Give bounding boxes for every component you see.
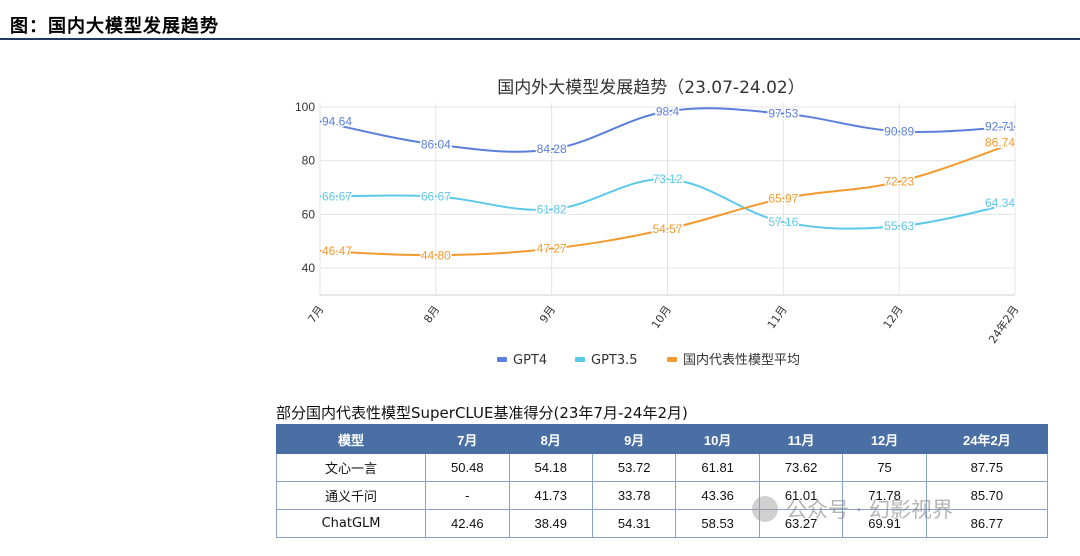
score-cell: 38.49 <box>508 509 593 538</box>
table-row: ChatGLM 42.46 38.49 54.31 58.53 63.27 69.91 86.… <box>275 509 1049 538</box>
score-cell: 33.78 <box>591 481 677 510</box>
data-label: 84.28 <box>537 142 567 156</box>
data-label: 44.80 <box>421 248 451 262</box>
score-cell: 69.91 <box>842 509 927 538</box>
table-row: 文心一言 50.48 54.18 53.72 61.81 73.62 75 87.75 <box>275 453 1049 482</box>
column-header: 9月 <box>591 424 677 454</box>
data-label: 54.57 <box>652 222 682 236</box>
model-name-cell: 文心一言 <box>275 453 427 482</box>
column-header: 8月 <box>508 424 593 454</box>
trend-chart: 国内外大模型发展趋势（23.07-24.02） 40 60 80 100 7月 8月 9月… <box>295 78 1021 368</box>
data-label: 94.64 <box>322 114 352 128</box>
score-cell: 54.31 <box>591 509 677 538</box>
x-axis-ticks: 7月 8月 9月 10月 11月 12月 24年2月 <box>305 303 1021 346</box>
wechat-icon <box>752 496 778 522</box>
table-header-row: 模型 7月 8月 9月 10月 11月 12月 24年2月 <box>275 424 1049 454</box>
data-label: 72.23 <box>884 175 914 189</box>
title-divider <box>0 38 1080 40</box>
y-axis-ticks: 40 60 80 100 <box>295 100 315 275</box>
score-cell: 86.77 <box>925 509 1049 538</box>
y-tick-label: 40 <box>302 261 316 275</box>
x-tick-label: 12月 <box>881 303 906 331</box>
data-label: 66.67 <box>322 190 352 204</box>
data-label: 73.12 <box>652 172 682 186</box>
x-tick-label: 24年2月 <box>985 303 1021 346</box>
data-labels: 94.64 86.04 84.28 98.4 97.53 90.89 92.71 66.67 6… <box>321 103 1017 264</box>
score-cell: 41.73 <box>508 481 593 510</box>
watermark-text: 公众号 · 幻影视界 <box>786 498 954 522</box>
data-label: 66.67 <box>421 190 451 204</box>
data-label: 55.63 <box>884 219 914 233</box>
legend-label: 国内代表性模型平均 <box>683 352 800 368</box>
score-cell: 53.72 <box>591 453 677 482</box>
figure-label: 图：国内大模型发展趋势 <box>10 16 219 37</box>
score-cell: 43.36 <box>675 481 760 510</box>
model-name-cell: ChatGLM <box>275 509 427 538</box>
score-cell: 58.53 <box>675 509 760 538</box>
data-label: 90.89 <box>884 124 914 138</box>
legend-swatch <box>497 357 507 362</box>
data-label: 86.74 <box>985 136 1015 150</box>
y-tick-label: 60 <box>302 207 316 221</box>
data-label: 61.82 <box>537 203 567 217</box>
x-tick-label: 11月 <box>765 303 790 331</box>
score-cell: 75 <box>842 453 927 482</box>
score-cell: 61.01 <box>758 481 844 510</box>
superclue-score-table: 模型 7月 8月 9月 10月 11月 12月 24年2月 文心一言 50.48 54.18 53.… <box>275 424 1049 538</box>
score-cell: 87.75 <box>925 453 1049 482</box>
series-line-1 <box>319 178 1016 230</box>
data-label: 64.34 <box>985 196 1015 210</box>
data-label: 47.27 <box>537 242 567 256</box>
chart-legend: GPT4 GPT3.5 国内代表性模型平均 <box>497 352 800 368</box>
column-header: 7月 <box>425 424 510 454</box>
chart-title: 国内外大模型发展趋势（23.07-24.02） <box>497 78 804 98</box>
legend-label: GPT3.5 <box>591 353 638 368</box>
legend-swatch <box>575 357 585 362</box>
column-header: 11月 <box>758 424 844 454</box>
data-label: 97.53 <box>768 107 798 121</box>
legend-label: GPT4 <box>513 353 547 368</box>
table-caption: 部分国内代表性模型SuperCLUE基准得分(23年7月-24年2月) <box>276 404 688 422</box>
score-cell: 61.81 <box>675 453 760 482</box>
watermark: 公众号 · 幻影视界 <box>752 494 953 524</box>
column-header: 24年2月 <box>925 424 1049 454</box>
score-cell: 63.27 <box>758 509 844 538</box>
score-cell: 85.70 <box>925 481 1049 510</box>
score-cell: 50.48 <box>425 453 510 482</box>
data-label: 46.47 <box>322 244 352 258</box>
column-header: 12月 <box>842 424 927 454</box>
data-label: 57.16 <box>768 215 798 229</box>
data-label: 98.4 <box>656 104 680 118</box>
table-body: 文心一言 50.48 54.18 53.72 61.81 73.62 75 87.75 通义千问… <box>275 453 1049 538</box>
x-tick-label: 10月 <box>649 303 674 331</box>
column-header: 10月 <box>675 424 760 454</box>
data-label: 92.71 <box>985 120 1015 134</box>
data-label: 86.04 <box>421 137 451 151</box>
series-line-2 <box>319 141 1016 257</box>
x-tick-label: 9月 <box>537 303 558 325</box>
score-cell: 71.78 <box>842 481 927 510</box>
score-cell: 73.62 <box>758 453 844 482</box>
x-tick-label: 7月 <box>305 303 326 325</box>
model-name-cell: 通义千问 <box>275 481 427 510</box>
series-lines <box>319 107 1016 257</box>
column-header: 模型 <box>275 424 427 454</box>
score-cell: 42.46 <box>425 509 510 538</box>
y-tick-label: 80 <box>302 154 316 168</box>
series-line-0 <box>319 107 1016 153</box>
score-cell: - <box>425 481 510 510</box>
data-label: 65.97 <box>768 191 798 205</box>
x-tick-label: 8月 <box>421 303 442 325</box>
grid-lines <box>319 103 1016 296</box>
y-tick-label: 100 <box>295 100 315 114</box>
score-cell: 54.18 <box>508 453 593 482</box>
legend-swatch <box>667 357 677 362</box>
